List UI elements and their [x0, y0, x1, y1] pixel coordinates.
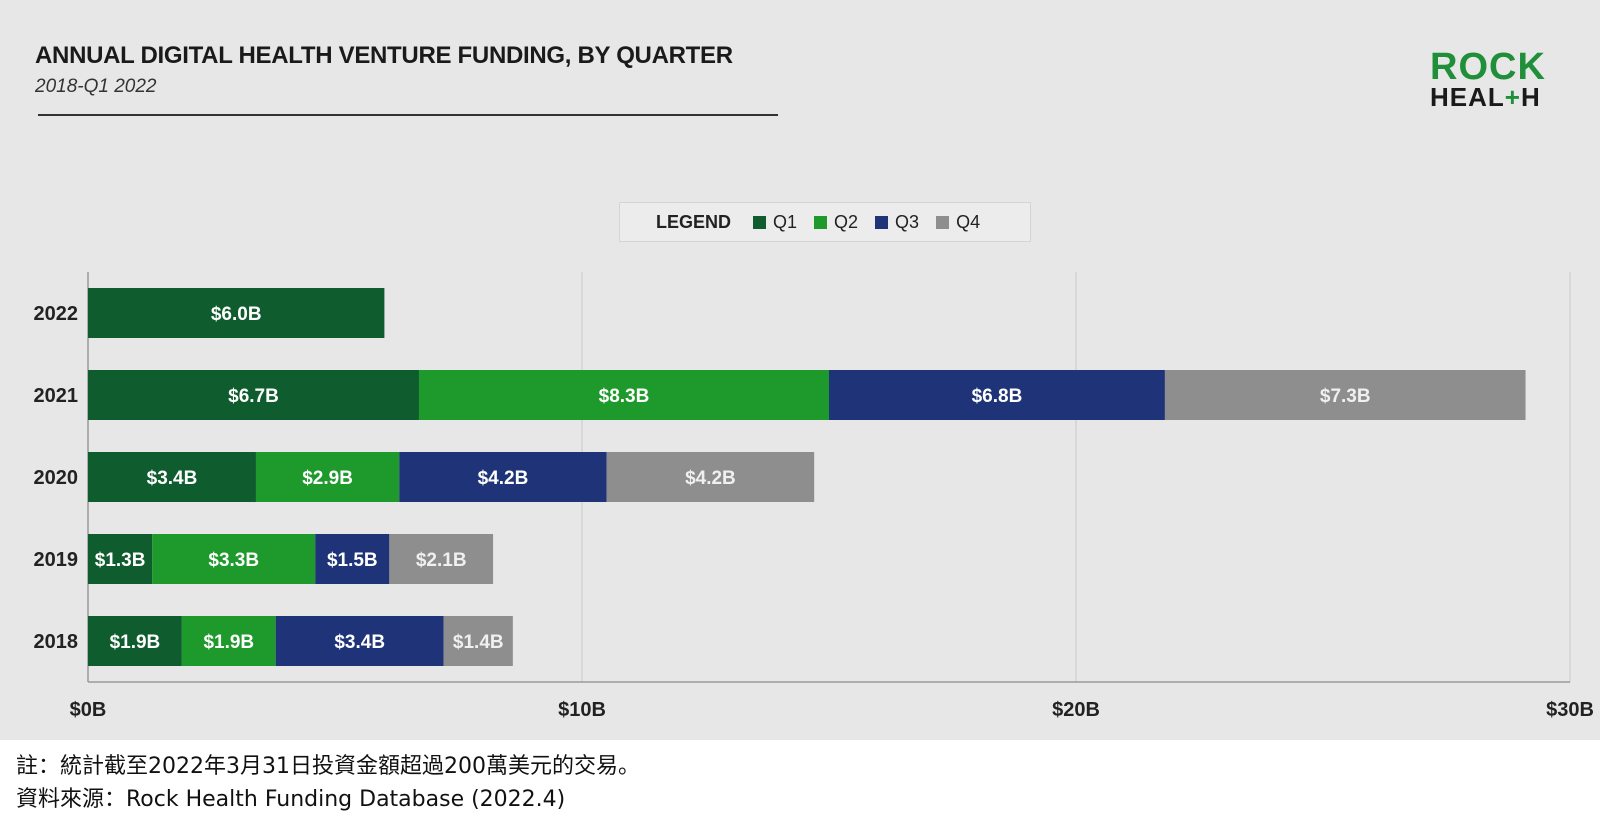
data-label-2019-q1: $1.3B	[95, 550, 146, 571]
bar-2020-q4	[606, 452, 815, 502]
legend-items: Q1 Q2 Q3 Q4	[753, 212, 997, 233]
data-label-2020-q3: $4.2B	[478, 468, 529, 489]
data-label-2019-q4: $2.1B	[416, 550, 467, 571]
x-tick-label-1: $10B	[558, 699, 606, 721]
y-tick-label-2020: 2020	[34, 467, 79, 489]
legend-title: LEGEND	[656, 211, 732, 232]
data-label-2018-q3: $3.4B	[334, 632, 385, 653]
bar-2018-q4	[443, 616, 513, 666]
data-label-2020-q4: $4.2B	[685, 468, 736, 489]
legend-swatch-q1	[753, 215, 767, 229]
title-divider	[38, 114, 778, 116]
bar-2021-q2	[418, 370, 829, 420]
x-tick-label-3: $30B	[1546, 699, 1594, 721]
bar-2021-q1	[88, 370, 419, 420]
data-label-2021-q1: $6.7B	[228, 386, 279, 407]
data-label-2021-q3: $6.8B	[972, 386, 1023, 407]
bar-2019-q1	[88, 534, 153, 584]
bar-2019-q3	[315, 534, 390, 584]
legend-label-q3: Q3	[895, 211, 920, 232]
y-tick-label-2022: 2022	[34, 303, 79, 325]
chart-subtitle: 2018-Q1 2022	[35, 76, 157, 97]
legend-swatch-q4	[936, 215, 950, 229]
logo-line-1: ROCK	[1430, 46, 1546, 88]
data-label-2019-q2: $3.3B	[208, 550, 259, 571]
data-label-2018-q4: $1.4B	[453, 632, 504, 653]
data-label-2021-q2: $8.3B	[599, 386, 650, 407]
bar-2018-q1	[88, 616, 182, 666]
legend-item-q4: Q4	[936, 212, 980, 233]
data-label-2018-q2: $1.9B	[203, 632, 254, 653]
data-label-2020-q2: $2.9B	[302, 468, 353, 489]
x-tick-label-2: $20B	[1052, 699, 1100, 721]
data-label-2018-q1: $1.9B	[110, 632, 161, 653]
bar-2019-q4	[389, 534, 494, 584]
bar-2022-q1	[88, 288, 385, 338]
legend-item-q3: Q3	[875, 212, 919, 233]
bar-2020-q3	[399, 452, 607, 502]
bar-2021-q3	[829, 370, 1165, 420]
data-label-2021-q4: $7.3B	[1320, 386, 1371, 407]
data-label-2022-q1: $6.0B	[211, 304, 262, 325]
legend-label-q4: Q4	[956, 211, 981, 232]
legend-item-q1: Q1	[753, 212, 797, 233]
y-tick-label-2018: 2018	[34, 631, 79, 653]
legend-swatch-q3	[875, 215, 889, 229]
bar-2020-q2	[255, 452, 400, 502]
bar-2021-q4	[1164, 370, 1526, 420]
footnote-source: 資料來源：Rock Health Funding Database (2022.…	[16, 787, 566, 812]
bar-2019-q2	[152, 534, 316, 584]
bar-chart: $0B $10B $20B $30B 2022 $6.0B 2021 $6.7B $8.3B $6…	[34, 272, 1594, 721]
bar-2018-q2	[181, 616, 276, 666]
legend-label-q2: Q2	[834, 211, 859, 232]
legend-item-q2: Q2	[814, 212, 858, 233]
footnotes: 註：統計截至2022年3月31日投資金額超過200萬美元的交易。 資料來源：Ro…	[16, 750, 640, 816]
data-label-2020-q1: $3.4B	[147, 468, 198, 489]
y-tick-label-2019: 2019	[34, 549, 79, 571]
rock-health-logo: ROCK HEAL+H	[1430, 48, 1546, 110]
x-tick-label-0: $0B	[70, 699, 107, 721]
chart-title: ANNUAL DIGITAL HEALTH VENTURE FUNDING, B…	[35, 42, 733, 69]
bar-2020-q1	[88, 452, 256, 502]
logo-line-2: HEAL+H	[1430, 82, 1541, 112]
footnote-note: 註：統計截至2022年3月31日投資金額超過200萬美元的交易。	[16, 754, 640, 779]
y-tick-label-2021: 2021	[34, 385, 79, 407]
bar-2018-q3	[275, 616, 444, 666]
legend-swatch-q2	[814, 215, 828, 229]
data-label-2019-q3: $1.5B	[327, 550, 378, 571]
legend-label-q1: Q1	[773, 211, 798, 232]
chart-legend: LEGEND Q1 Q2 Q3 Q4	[619, 202, 1031, 242]
